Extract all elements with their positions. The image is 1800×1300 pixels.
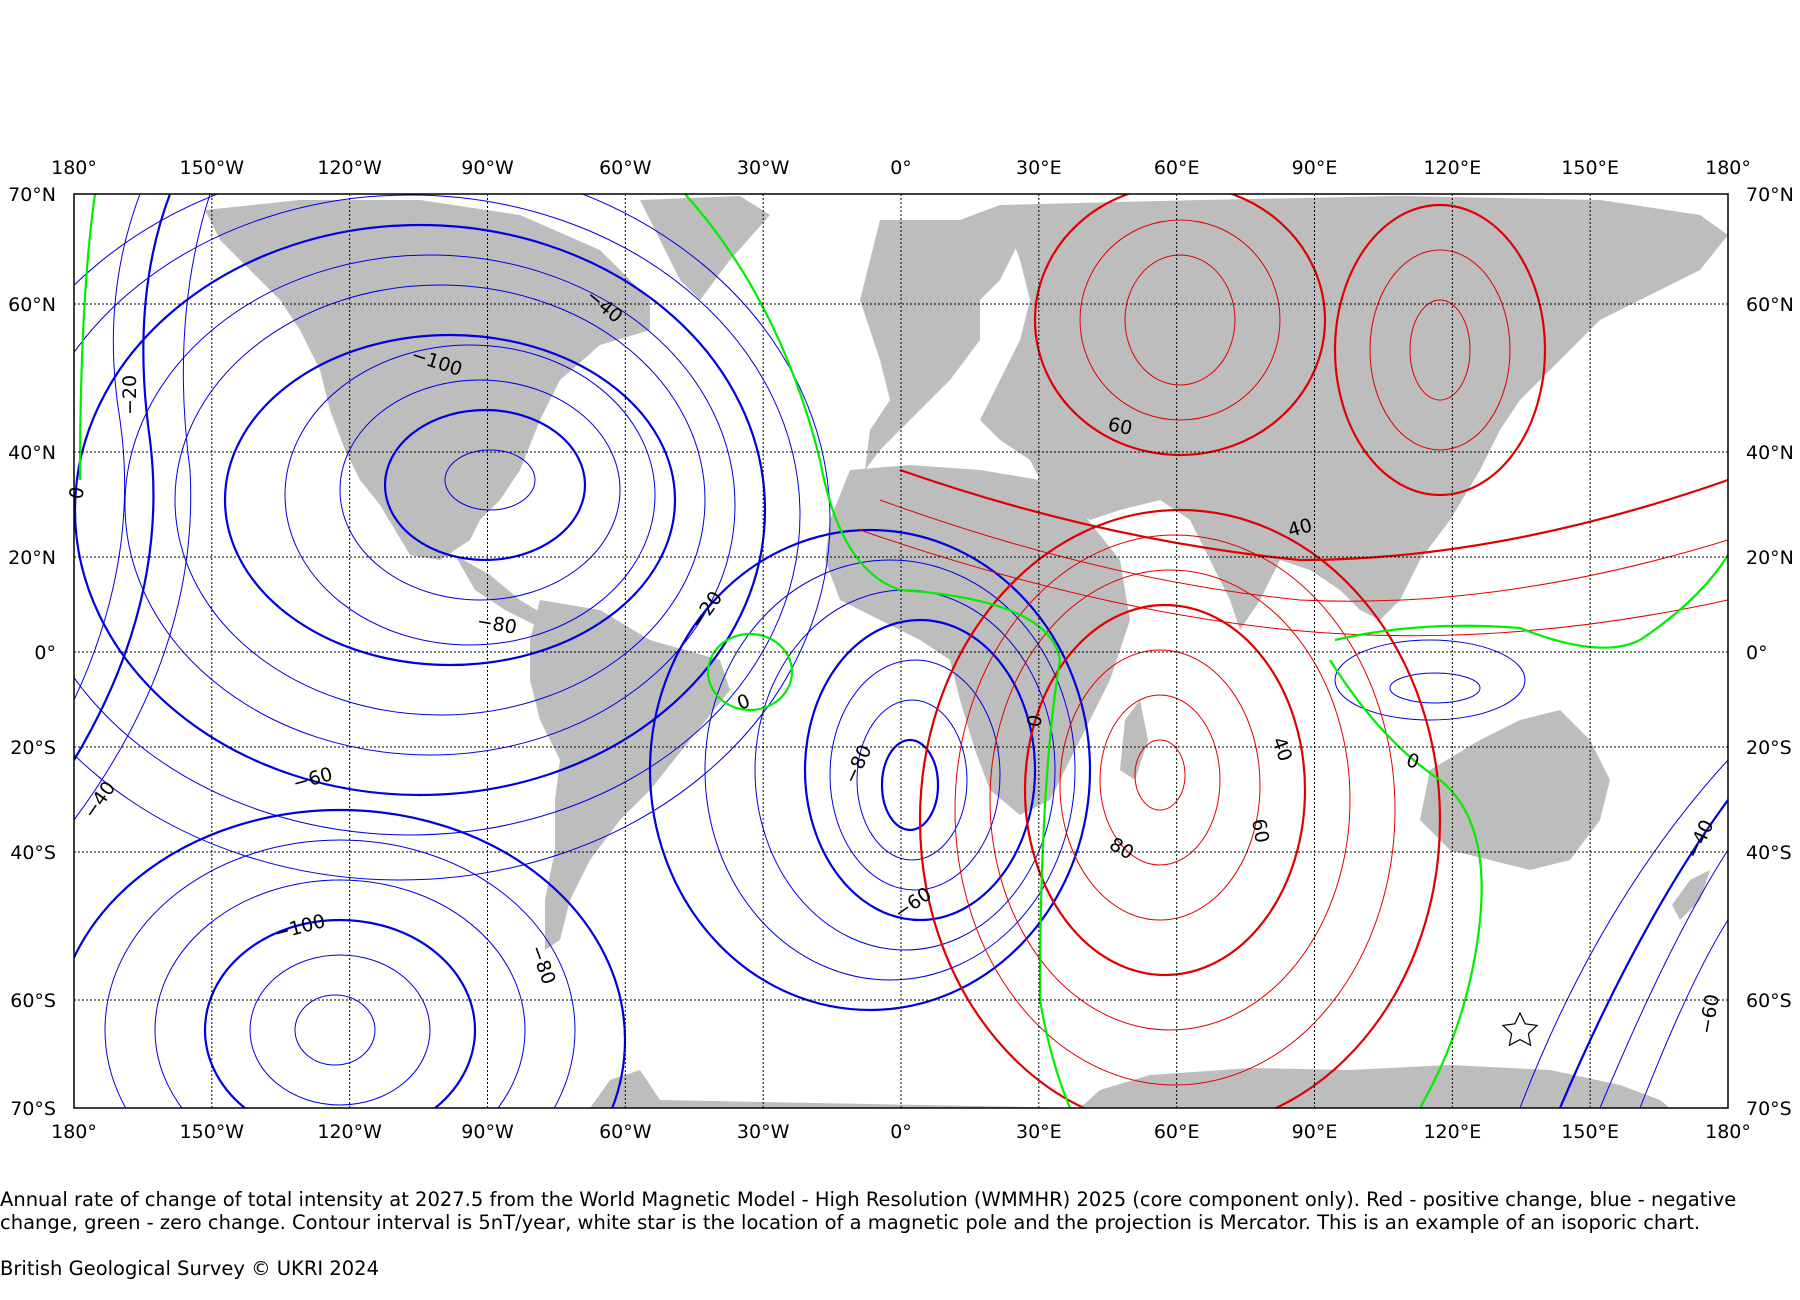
longitude-label: 60°E	[1154, 1121, 1200, 1143]
land-madagascar	[1120, 700, 1148, 780]
land-europe	[860, 205, 1020, 470]
latitude-label: 20°N	[8, 547, 56, 569]
longitude-label: 180°	[51, 1121, 97, 1143]
magnetic-pole-star-icon	[1501, 1011, 1539, 1047]
latitude-label: 40°S	[1746, 842, 1792, 864]
negative-contours-pacific-edges	[74, 194, 1728, 1108]
longitude-label: 180°	[1705, 157, 1751, 179]
longitude-label: 90°W	[461, 157, 514, 179]
contour-label: −80	[525, 942, 559, 987]
contour-label: 0	[65, 485, 89, 501]
contour-label: −20	[119, 375, 141, 415]
longitude-label: 150°E	[1561, 1121, 1619, 1143]
graticule	[74, 194, 1728, 1108]
left-latitude-labels: 70°N 60°N 40°N 20°N 0° 20°S 40°S 60°S 70°S	[8, 184, 56, 1120]
contour-label: 0	[1023, 713, 1047, 729]
latitude-label: 40°N	[8, 442, 56, 464]
latitude-label: 40°S	[10, 842, 56, 864]
contour-label: −40	[79, 777, 120, 822]
longitude-label: 90°W	[461, 1121, 514, 1143]
latitude-label: 0°	[34, 642, 56, 664]
longitude-label: 150°E	[1561, 157, 1619, 179]
contour-label: −40	[1682, 816, 1719, 862]
land-south-america	[530, 600, 730, 950]
latitude-label: 60°N	[8, 294, 56, 316]
longitude-label: 60°E	[1154, 157, 1200, 179]
land-north-america	[205, 200, 650, 560]
longitude-label: 60°W	[599, 1121, 652, 1143]
bottom-longitude-labels: 180° 150°W 120°W 90°W 60°W 30°W 0° 30°E 60°E 90°E…	[51, 1121, 1751, 1143]
latitude-label: 40°N	[1746, 442, 1794, 464]
longitude-label: 180°	[51, 157, 97, 179]
longitude-label: 120°W	[317, 1121, 382, 1143]
contour-label: 80	[1106, 833, 1138, 864]
contour-label: 60	[1247, 817, 1273, 845]
longitude-label: 90°E	[1292, 1121, 1338, 1143]
longitude-label: 30°W	[737, 1121, 790, 1143]
latitude-label: 60°S	[1746, 990, 1792, 1012]
longitude-label: 120°E	[1423, 1121, 1481, 1143]
longitude-label: 0°	[890, 157, 912, 179]
negative-contours-na	[74, 194, 831, 881]
latitude-label: 60°S	[10, 990, 56, 1012]
copyright-credit: British Geological Survey © UKRI 2024	[0, 1257, 379, 1280]
land-new-zealand	[1672, 870, 1710, 920]
right-latitude-labels: 70°N 60°N 40°N 20°N 0° 20°S 40°S 60°S 70°S	[1746, 184, 1794, 1120]
top-longitude-labels: 180° 150°W 120°W 90°W 60°W 30°W 0° 30°E 60°E 90°E…	[51, 157, 1751, 179]
longitude-label: 30°W	[737, 157, 790, 179]
longitude-label: 60°W	[599, 157, 652, 179]
land-central-america	[455, 555, 545, 625]
latitude-label: 70°N	[1746, 184, 1794, 206]
latitude-label: 60°N	[1746, 294, 1794, 316]
land-greenland	[640, 196, 770, 300]
figure-caption: Annual rate of change of total intensity…	[0, 1188, 1737, 1234]
latitude-label: 20°N	[1746, 547, 1794, 569]
latitude-label: 20°S	[10, 737, 56, 759]
longitude-label: 30°E	[1016, 157, 1062, 179]
longitude-label: 30°E	[1016, 1121, 1062, 1143]
longitude-label: 120°E	[1423, 157, 1481, 179]
longitude-label: 150°W	[180, 157, 245, 179]
contour-label: 40	[1267, 734, 1296, 764]
longitude-label: 120°W	[317, 157, 382, 179]
longitude-label: 90°E	[1292, 157, 1338, 179]
zero-contours	[78, 194, 1728, 1108]
contour-label: −80	[840, 741, 877, 787]
negative-contours-indonesia	[1334, 639, 1526, 721]
contour-label: −60	[1695, 993, 1724, 1036]
map-frame	[73, 193, 1729, 1109]
contour-label: 60	[1106, 413, 1134, 440]
latitude-label: 0°	[1746, 642, 1768, 664]
positive-contours-asia	[859, 194, 1728, 637]
contour-label: −80	[475, 610, 518, 639]
contour-label: −100	[272, 910, 328, 945]
land-antarctica	[590, 1065, 1670, 1108]
latitude-label: 70°N	[8, 184, 56, 206]
contour-label: −60	[291, 763, 335, 795]
latitude-label: 20°S	[1746, 737, 1792, 759]
negative-contours-satl	[648, 528, 1092, 1012]
positive-contours-indian	[918, 508, 1442, 1108]
magnetic-intensity-map: −40 −20 −100 −80 −20 −60 −40 −100 −80 −8…	[8, 157, 1794, 1143]
longitude-label: 150°W	[180, 1121, 245, 1143]
land-australia	[1420, 710, 1610, 870]
contour-label: 0	[734, 690, 753, 715]
latitude-label: 70°S	[1746, 1098, 1792, 1120]
latitude-label: 70°S	[10, 1098, 56, 1120]
longitude-label: 0°	[890, 1121, 912, 1143]
longitude-label: 180°	[1705, 1121, 1751, 1143]
